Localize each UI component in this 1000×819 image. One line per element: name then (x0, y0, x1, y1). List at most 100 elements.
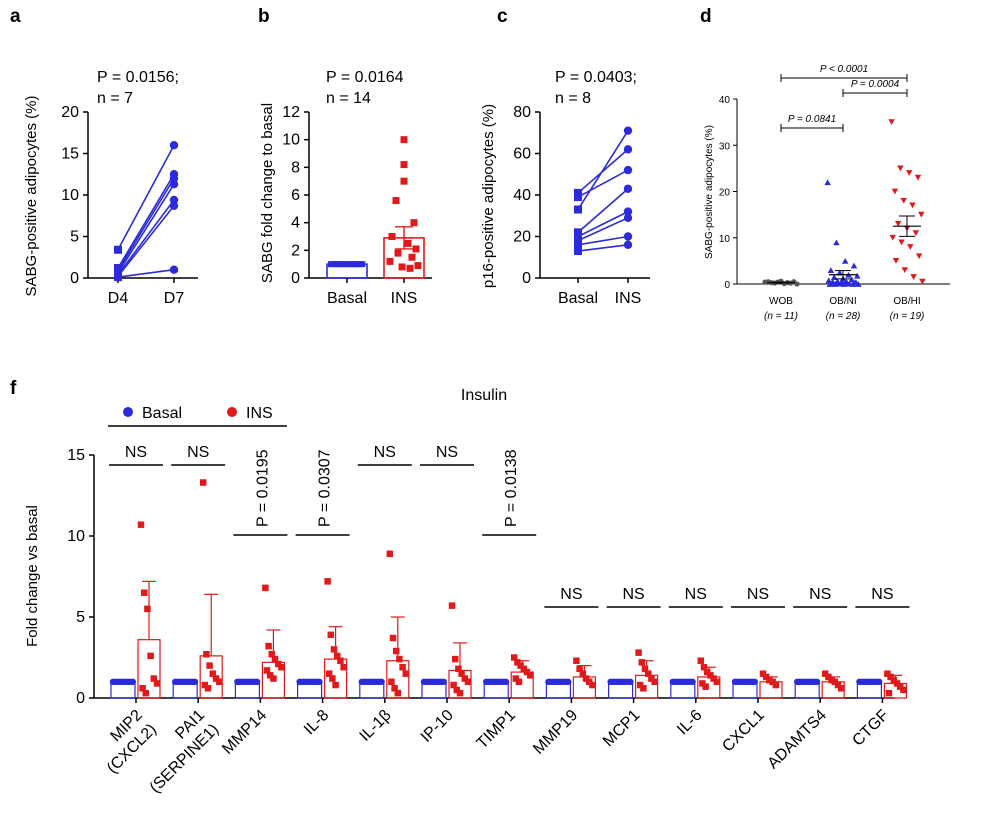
panel-d-obni-point (826, 281, 834, 287)
panel-d-obni-point (827, 267, 835, 274)
panel-f-significance-label: NS (871, 586, 893, 603)
panel-d-comparison-label: P < 0.0001 (820, 64, 868, 75)
panel-b-ins-point (404, 239, 412, 247)
panel-a-chart: 0 5 10 15 20 D4 D7 P = 0.0156; n = 7 SABG-positiv… (23, 69, 198, 307)
panel-letter-c: c (497, 6, 508, 27)
panel-c-p-value: P = 0.0403; (555, 69, 637, 86)
panel-f-ytick-label: 15 (67, 447, 85, 464)
panel-d-obhi-point (918, 211, 925, 218)
panel-d-obni-point (854, 272, 861, 279)
panel-a-d4-point (114, 273, 122, 282)
panel-d-group-n: (n = 28) (826, 311, 861, 322)
panel-f-ins-point (576, 665, 583, 673)
panel-a-pair-line (117, 183, 175, 274)
panel-f-category-line: ADAMTS4 (765, 707, 831, 773)
panel-f-significance-label: NS (622, 586, 644, 603)
panel-f-ins-point (464, 678, 472, 686)
panel-f-category-label: IL-1β (357, 707, 395, 745)
panel-f-ins-point (330, 646, 338, 653)
panel-f-ins-point (329, 675, 336, 682)
panel-c-ytick-label: 20 (513, 229, 531, 246)
panel-a-d7-point (169, 174, 179, 183)
panel-f-ytick-label: 10 (67, 528, 85, 545)
panel-c-pair-line (577, 244, 629, 252)
panel-c-xtick-label: INS (615, 290, 642, 307)
panel-f-significance-label: NS (747, 586, 769, 603)
panel-f-ins-point (638, 659, 646, 666)
panel-c-ins-point (623, 240, 633, 249)
panel-f-ytick-label: 0 (76, 690, 85, 707)
panel-d-obhi-point (898, 239, 905, 246)
panel-f-basal-point (316, 678, 323, 685)
panel-c-y-axis-title: p16-positive adipocytes (%) (480, 104, 497, 288)
panel-f-ins-point (262, 584, 269, 592)
panel-f-category-line: CXCL1 (719, 707, 768, 756)
panel-d-obhi-point (919, 278, 926, 285)
panel-d-obhi-point (915, 253, 923, 260)
panel-f-ytick-label: 5 (76, 609, 85, 626)
panel-letter-a: a (10, 6, 21, 27)
panel-d-obni-point (836, 269, 843, 276)
panel-a-pair-line (117, 173, 175, 269)
panel-b-ins-point (398, 263, 406, 271)
panel-f-ins-point (448, 602, 456, 609)
panel-b-ins-point (388, 233, 396, 240)
panel-b-ins-point (406, 264, 414, 272)
panel-f-ins-point (137, 521, 145, 528)
panel-a-pair-line (117, 177, 175, 271)
panel-c-ins-point (623, 165, 633, 175)
panel-d-obni-point (833, 239, 840, 246)
panel-a-pair-line (117, 268, 175, 278)
panel-c-basal-point (574, 228, 582, 237)
panel-d-obhi-point (888, 119, 895, 126)
panel-b-ins-point (394, 249, 402, 257)
panel-c-ytick-label: 40 (513, 187, 531, 204)
panel-c-ins-point (623, 232, 633, 241)
panel-c-pair-line (577, 210, 629, 238)
panel-f-basal-point (254, 678, 261, 685)
panel-f-ins-point (589, 681, 596, 689)
panel-d-ytick-label: 10 (719, 234, 731, 245)
panel-f-significance-label: NS (685, 586, 707, 603)
panel-c-pair-line (577, 235, 629, 246)
panel-f-category-label: CTGF (849, 707, 892, 750)
panel-f-ins-point (147, 652, 154, 660)
panel-b-ins-point (392, 197, 400, 205)
panel-d-obhi-point (907, 244, 914, 250)
panel-f-y-axis-title: Fold change vs basal (24, 505, 41, 647)
panel-b-y-axis-title: SABG fold change to basal (259, 103, 276, 283)
panel-f-ins-point (150, 675, 158, 682)
panel-f-ins-point (142, 689, 150, 697)
panel-d-obhi-point (900, 197, 907, 204)
panel-c-chart: 0 20 40 60 80 Basal INS P = 0.0403; n = 8 p16-pos… (480, 69, 650, 307)
panel-f-ins-point (386, 550, 394, 558)
panel-f-ins-point (573, 657, 580, 664)
panel-f-category-line: MMP14 (219, 707, 270, 758)
panel-c-basal-point (574, 240, 582, 249)
panel-f-chart: 0 5 10 15 Insulin Basal INS MIP2(CXCL2) NS PAI1(S… (24, 387, 910, 796)
panel-a-d7-point (169, 180, 179, 189)
panel-a-d4-point (114, 245, 122, 254)
panel-d-obni-point (835, 280, 842, 287)
panel-f-ins-point (209, 670, 217, 677)
panel-f-ins-point (885, 689, 893, 697)
panel-a-d7-point (169, 195, 179, 205)
panel-f-ins-point (324, 578, 331, 585)
panel-d-obhi-point (905, 170, 913, 176)
panel-f-ins-point (333, 652, 341, 660)
panel-f-ins-point (515, 678, 523, 686)
panel-f-ins-point (325, 670, 333, 677)
panel-c-ins-point (623, 126, 633, 135)
panel-f-category-line: CTGF (849, 707, 892, 750)
panel-b-ytick-label: 4 (291, 215, 300, 232)
panel-b-ins-point (412, 245, 420, 253)
panel-d-group-label: OB/HI (893, 296, 920, 307)
panel-d-ytick-label: 30 (719, 141, 731, 152)
panel-f-ins-point (396, 655, 403, 663)
panel-f-ins-point (340, 663, 347, 671)
panel-f-basal-point (129, 678, 136, 685)
panel-a-ytick-label: 20 (61, 104, 79, 121)
panel-c-n-value: n = 8 (555, 90, 591, 107)
panel-letter-b: b (258, 6, 270, 27)
panel-c-basal-point (574, 193, 582, 202)
